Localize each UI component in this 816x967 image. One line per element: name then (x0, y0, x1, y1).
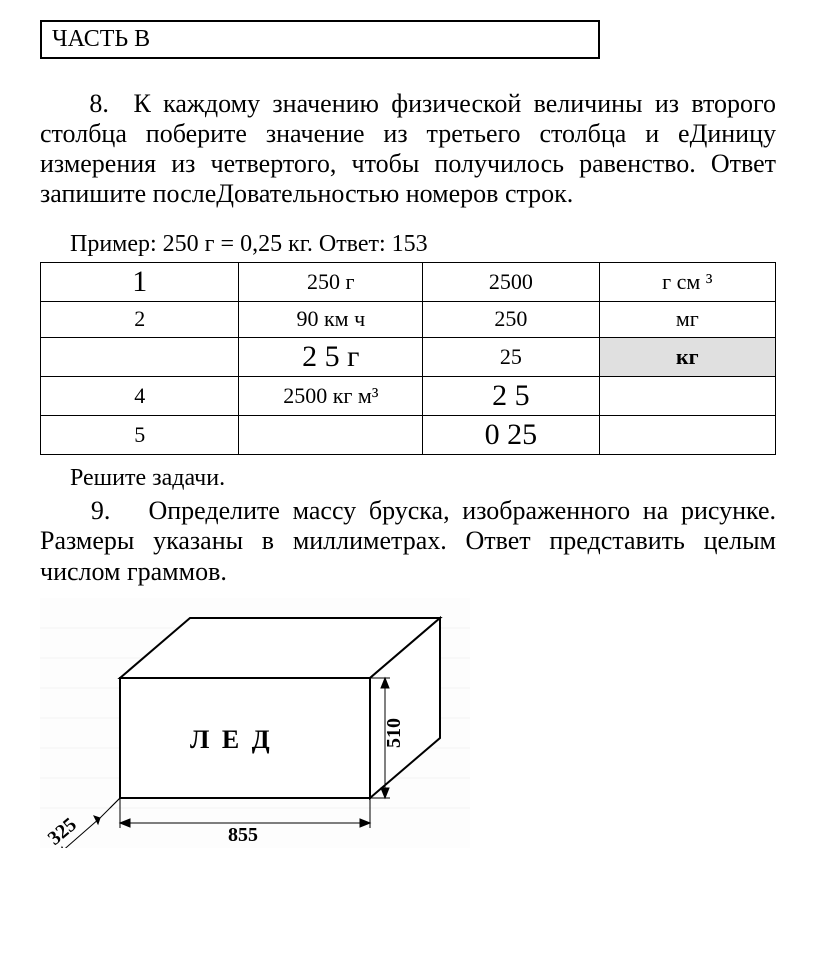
task-8-paragraph: 8. К каждому значению физической величин… (40, 89, 776, 209)
task-8-number: 8. (89, 89, 109, 118)
task-8-example: Пример: 250 г = 0,25 кг. Ответ: 153 (70, 231, 776, 258)
task-9-paragraph: 9. Определите массу бруска, изображенног… (40, 496, 776, 588)
cell-col2 (239, 415, 423, 454)
table-row: 42500 кг м³2 5 (41, 376, 776, 415)
matching-table: 1250 г2500г см ³290 км ч250мг2 5 г25кг42… (40, 262, 776, 455)
cell-col1: 1 (41, 262, 239, 301)
cell-col1 (41, 337, 239, 376)
cell-col3: 25 (423, 337, 599, 376)
cell-col3: 250 (423, 301, 599, 337)
cell-col4 (599, 376, 775, 415)
section-title: ЧАСТЬ В (52, 26, 150, 52)
cell-col4: мг (599, 301, 775, 337)
block-material-label: Л Е Д (190, 725, 273, 754)
block-diagram: тогда, тело опоры Л Е Д 3 (40, 598, 776, 848)
cell-col1: 5 (41, 415, 239, 454)
task-9-number: 9. (91, 496, 111, 525)
cell-col3: 2500 (423, 262, 599, 301)
task-8-text: К каждому значению физической величины и… (40, 89, 776, 208)
table-body: 1250 г2500г см ³290 км ч250мг2 5 г25кг42… (41, 262, 776, 454)
cell-col3: 0 25 (423, 415, 599, 454)
cell-col2: 250 г (239, 262, 423, 301)
solve-label: Решите задачи. (70, 465, 776, 492)
table-row: 5 0 25 (41, 415, 776, 454)
cell-col4 (599, 415, 775, 454)
table-row: 1250 г2500г см ³ (41, 262, 776, 301)
table-row: 2 5 г25кг (41, 337, 776, 376)
block-shape (120, 618, 440, 798)
section-header-box: ЧАСТЬ В (40, 20, 600, 59)
cell-col3: 2 5 (423, 376, 599, 415)
task-9-text: Определите массу бруска, изображенного н… (40, 496, 776, 586)
dim-width-label: 855 (228, 824, 258, 846)
cell-col2: 90 км ч (239, 301, 423, 337)
cell-col4: г см ³ (599, 262, 775, 301)
cell-col4: кг (599, 337, 775, 376)
cell-col2: 2500 кг м³ (239, 376, 423, 415)
cell-col1: 4 (41, 376, 239, 415)
cell-col1: 2 (41, 301, 239, 337)
cell-col2: 2 5 г (239, 337, 423, 376)
dim-height-label: 510 (383, 718, 405, 748)
table-row: 290 км ч250мг (41, 301, 776, 337)
